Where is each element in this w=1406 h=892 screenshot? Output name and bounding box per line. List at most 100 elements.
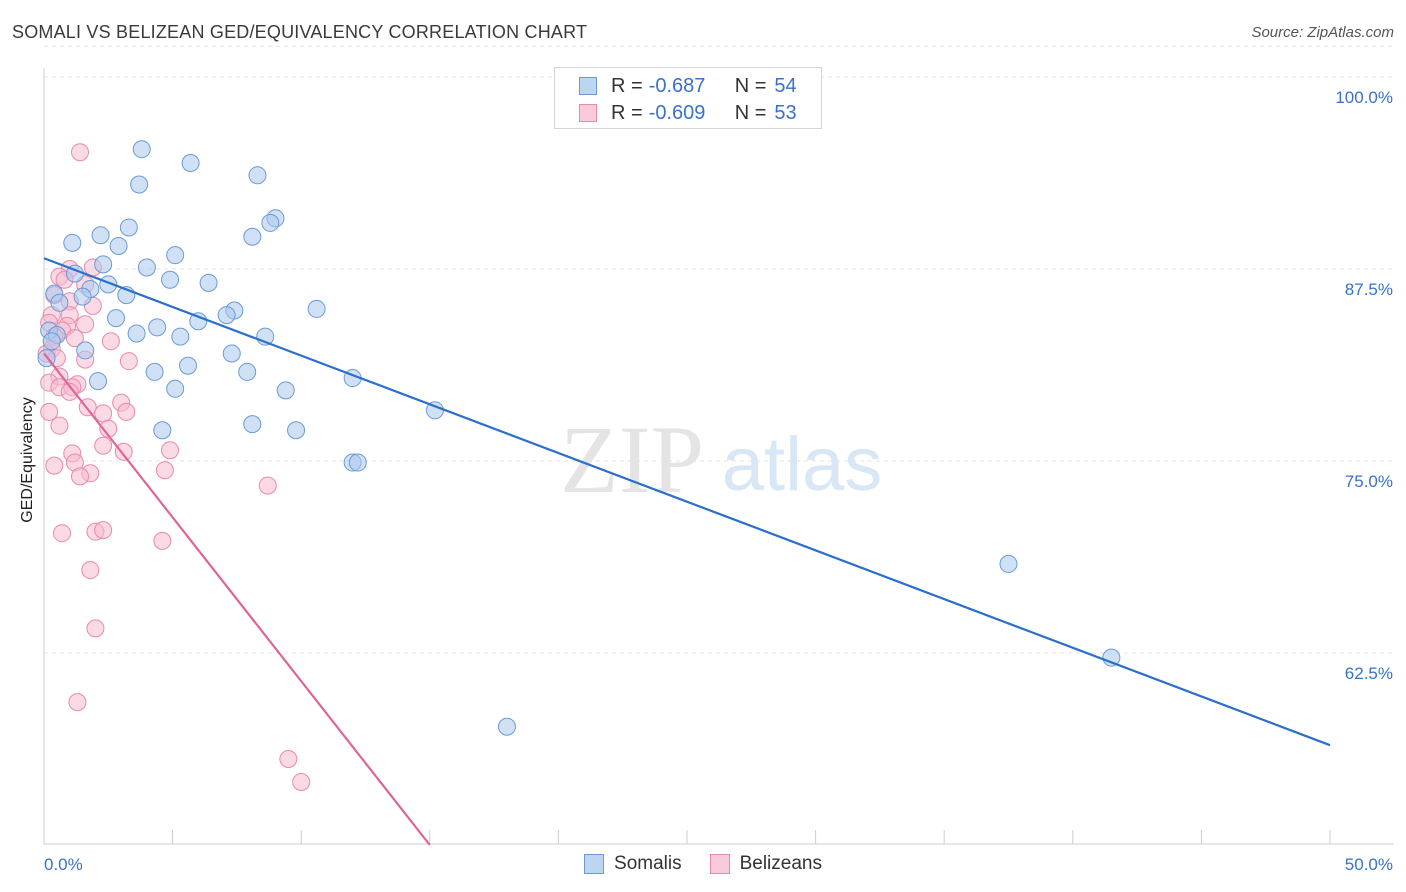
- point-belizeans: [65, 329, 84, 348]
- point-somalis: [199, 273, 218, 292]
- axes: [43, 68, 1394, 845]
- legend-swatch-somalis: [579, 77, 597, 95]
- point-belizeans: [119, 352, 138, 371]
- point-somalis: [63, 233, 82, 252]
- point-somalis: [261, 213, 280, 232]
- point-somalis: [161, 270, 180, 289]
- point-somalis: [50, 293, 69, 312]
- point-belizeans: [94, 436, 113, 455]
- legend-n-value-belizeans: 53: [774, 101, 797, 124]
- trend-lines: [43, 257, 1331, 846]
- point-somalis: [287, 421, 306, 440]
- point-somalis: [181, 154, 200, 173]
- point-belizeans: [71, 467, 90, 486]
- point-somalis: [243, 415, 262, 434]
- point-somalis: [148, 318, 167, 337]
- series-label-belizeans: Belizeans: [739, 853, 822, 874]
- chart-title: SOMALI VS BELIZEAN GED/EQUIVALENCY CORRE…: [12, 22, 588, 42]
- legend-n-value-somalis: 54: [774, 74, 797, 97]
- y-tick-label: 100.0%: [1335, 88, 1393, 107]
- y-tick-label: 62.5%: [1345, 664, 1393, 683]
- correlation-legend: R = -0.687 N = 54 R = -0.609 N = 53: [554, 67, 822, 129]
- trendline-belizeans: [43, 352, 431, 846]
- source-credit: Source: ZipAtlas.com: [1251, 24, 1394, 41]
- point-somalis: [42, 332, 61, 351]
- series-legend: Somalis Belizeans: [0, 850, 1406, 878]
- point-belizeans: [94, 404, 113, 423]
- point-belizeans: [161, 441, 180, 460]
- watermark-zip: ZIP: [560, 406, 704, 513]
- point-belizeans: [86, 619, 105, 638]
- watermark-atlas: atlas: [722, 422, 883, 507]
- point-somalis: [119, 218, 138, 237]
- legend-r-value-belizeans: -0.609: [648, 101, 706, 124]
- tick-labels: 62.5% 75.0% 87.5% 100.0% 0.0% 50.0%: [44, 88, 1393, 874]
- series-legend-somalis[interactable]: Somalis: [584, 853, 682, 875]
- series-somalis: [37, 140, 1121, 736]
- point-belizeans: [155, 461, 174, 480]
- point-somalis: [94, 255, 113, 274]
- point-belizeans: [94, 521, 113, 540]
- legend-swatch-belizeans: [579, 104, 597, 122]
- point-somalis: [166, 246, 185, 265]
- point-somalis: [76, 341, 95, 360]
- point-belizeans: [114, 442, 133, 461]
- point-somalis: [109, 236, 128, 255]
- x-tick-label-max: 50.0%: [1345, 855, 1393, 874]
- point-somalis: [999, 554, 1018, 573]
- point-belizeans: [292, 773, 311, 792]
- point-belizeans: [40, 402, 59, 421]
- y-tick-label: 87.5%: [1345, 280, 1393, 299]
- watermark: ZIP atlas: [560, 406, 882, 513]
- grid-lines: [44, 45, 1394, 654]
- point-somalis: [153, 421, 172, 440]
- point-somalis: [107, 309, 126, 328]
- point-belizeans: [60, 382, 79, 401]
- point-belizeans: [153, 531, 172, 550]
- point-somalis: [222, 344, 241, 363]
- point-somalis: [137, 258, 156, 277]
- point-somalis: [189, 312, 208, 331]
- point-somalis: [132, 140, 151, 159]
- point-somalis: [179, 356, 198, 375]
- point-somalis: [171, 327, 190, 346]
- series-legend-belizeans[interactable]: Belizeans: [709, 853, 822, 875]
- point-belizeans: [71, 143, 90, 162]
- legend-r-value-somalis: -0.687: [648, 74, 706, 97]
- point-belizeans: [279, 749, 298, 768]
- point-belizeans: [50, 416, 69, 435]
- trendline-somalis: [43, 257, 1331, 747]
- point-somalis: [276, 381, 295, 400]
- point-belizeans: [53, 524, 72, 543]
- y-axis-label: GED/Equivalency: [19, 397, 36, 523]
- point-belizeans: [99, 419, 118, 438]
- x-tick-label-min: 0.0%: [44, 855, 83, 874]
- point-somalis: [127, 324, 146, 343]
- point-somalis: [89, 372, 108, 391]
- legend-row-belizeans: R = -0.609 N = 53: [579, 101, 797, 125]
- point-somalis: [238, 362, 257, 381]
- legend-row-somalis: R = -0.687 N = 54: [579, 74, 797, 98]
- y-tick-label: 75.0%: [1345, 472, 1393, 491]
- point-somalis: [497, 717, 516, 736]
- point-somalis: [217, 306, 236, 325]
- point-somalis: [91, 226, 110, 245]
- point-somalis: [73, 287, 92, 306]
- point-somalis: [145, 362, 164, 381]
- point-belizeans: [258, 476, 277, 495]
- legend-r-label: R =: [611, 101, 643, 124]
- point-somalis: [348, 453, 367, 472]
- point-belizeans: [117, 402, 136, 421]
- series-label-somalis: Somalis: [614, 853, 682, 874]
- point-somalis: [166, 379, 185, 398]
- legend-r-label: R =: [611, 74, 643, 97]
- legend-n-label: N =: [734, 101, 767, 124]
- point-belizeans: [68, 693, 87, 712]
- point-belizeans: [76, 315, 95, 334]
- point-somalis: [130, 175, 149, 194]
- series-swatch-belizeans: [709, 854, 730, 874]
- point-somalis: [248, 166, 267, 185]
- point-somalis: [243, 227, 262, 246]
- point-somalis: [307, 299, 326, 318]
